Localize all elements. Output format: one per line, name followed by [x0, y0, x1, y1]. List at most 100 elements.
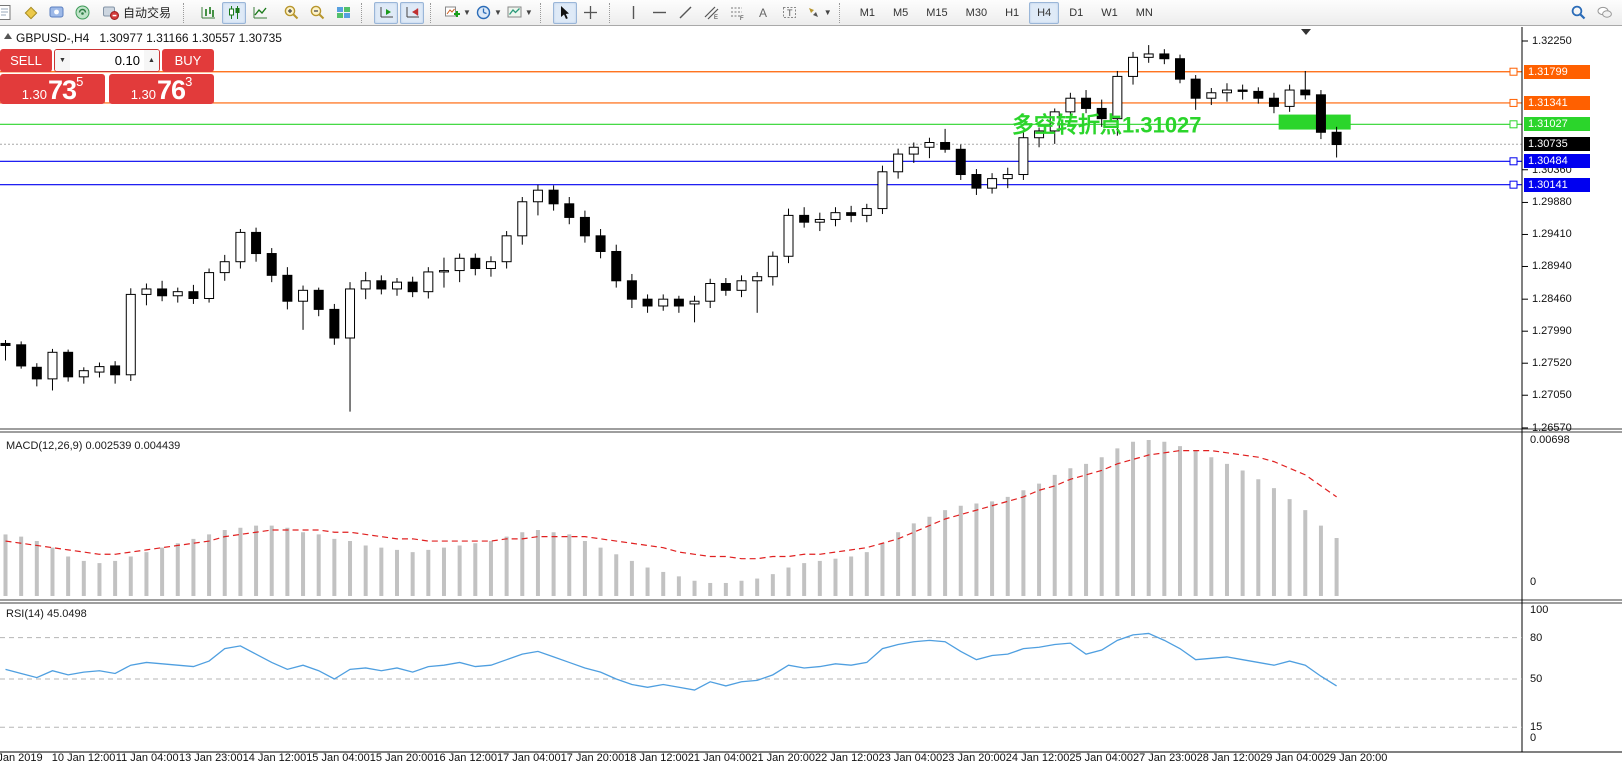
text-label-tool-button[interactable]: T [778, 2, 802, 24]
timeframe-button-M5[interactable]: M5 [892, 6, 909, 19]
sell-button[interactable]: SELL [0, 49, 52, 72]
price-badge-1.31799[interactable]: 1.31799 [1524, 64, 1590, 79]
equidistant-channel-tool-button[interactable]: E [700, 2, 724, 24]
crosshair-tool-button[interactable] [579, 2, 603, 24]
candle-body [282, 274, 293, 302]
candle-body [1300, 89, 1311, 96]
price-tick-label: 1.27050 [1532, 389, 1572, 402]
candle-body [1315, 94, 1326, 133]
chart-ohlc-values: 1.30977 1.31166 1.30557 1.30735 [99, 31, 282, 45]
auto-scroll-button[interactable] [374, 1, 399, 24]
candle-body [485, 261, 496, 270]
price-tick-label: 1.27520 [1532, 357, 1572, 370]
timeframe-button-M15[interactable]: M15 [926, 6, 948, 19]
candle-body [579, 216, 590, 237]
chart-title: GBPUSD-,H4 1.30977 1.31166 1.30557 1.3073… [16, 31, 282, 45]
search-icon[interactable] [1566, 2, 1590, 24]
time-axis-label: 24 Jan 12:00 [1005, 752, 1070, 764]
toolbar-separator [183, 2, 191, 23]
periods-dropdown-arrow[interactable]: ▼ [493, 8, 502, 17]
price-badge-1.31341[interactable]: 1.31341 [1524, 95, 1590, 110]
level-marker-1.31799[interactable] [1509, 67, 1518, 76]
chart-dropdown-marker-icon[interactable] [1301, 29, 1311, 35]
buy-button[interactable]: BUY [162, 49, 214, 72]
timeframe-button-D1[interactable]: D1 [1069, 6, 1084, 19]
templates-dropdown-arrow[interactable]: ▼ [524, 8, 533, 17]
arrows-tool-button[interactable]: ▼ [804, 2, 833, 24]
timeframe-group: M1 M5 M15 M30 H1 H4 D1 W1 MN [851, 1, 1162, 24]
bar-chart-button[interactable] [196, 2, 220, 24]
fibonacci-tool-button[interactable]: F [726, 2, 750, 24]
candle-body [313, 289, 324, 310]
price-badge-1.30141[interactable]: 1.30141 [1524, 177, 1590, 192]
candle-body [251, 231, 262, 255]
chart-symbol-icon [4, 33, 12, 39]
candle-body [1096, 107, 1107, 120]
volume-decrease-button[interactable]: ▼ [55, 50, 70, 71]
time-axis-label: 27 Jan 23:00 [1132, 752, 1197, 764]
candle-body [924, 141, 935, 148]
candlestick-chart-button[interactable] [222, 1, 247, 24]
horizontal-line-tool-button[interactable] [648, 2, 672, 24]
autotrading-button[interactable]: 自动交易 [96, 2, 177, 24]
candle-body [1143, 53, 1154, 58]
price-badge-1.31027[interactable]: 1.31027 [1524, 117, 1590, 132]
price-badge-1.30735[interactable]: 1.30735 [1524, 137, 1590, 152]
zoom-out-button[interactable] [305, 2, 329, 24]
metaeditor-button[interactable] [18, 2, 42, 24]
candle-body [1112, 75, 1123, 120]
candle-body [1081, 97, 1092, 109]
pivot-highlight-box[interactable] [1278, 114, 1351, 130]
templates-button[interactable]: ▼ [505, 2, 534, 24]
sell-price-button[interactable]: 1.30 73 5 [0, 74, 105, 104]
indicators-button[interactable]: ▼ [443, 2, 472, 24]
timeframe-button-M30[interactable]: M30 [965, 6, 988, 19]
candle-body [1128, 56, 1139, 77]
new-order-button[interactable] [0, 2, 16, 24]
candle-body [940, 141, 951, 150]
text-tool-button[interactable]: A [752, 2, 776, 24]
volume-increase-button[interactable]: ▲ [144, 50, 159, 71]
candle-body [470, 257, 481, 270]
level-marker-1.31027[interactable] [1509, 120, 1518, 129]
timeframe-button-H4[interactable]: H4 [1029, 1, 1060, 24]
level-marker-1.30484[interactable] [1509, 157, 1518, 166]
buy-price-button[interactable]: 1.30 76 3 [109, 74, 214, 104]
market-button[interactable] [44, 2, 68, 24]
periods-button[interactable]: ▼ [474, 2, 503, 24]
candle-body [235, 231, 246, 263]
chart-shift-button[interactable] [400, 1, 425, 24]
chat-icon[interactable] [1592, 2, 1616, 24]
arrows-dropdown-arrow[interactable]: ▼ [823, 8, 832, 17]
level-marker-1.30141[interactable] [1509, 180, 1518, 189]
time-axis-label: 25 Jan 04:00 [1069, 752, 1133, 764]
candle-body [1065, 97, 1076, 113]
timeframe-button-MN[interactable]: MN [1135, 6, 1153, 19]
candle-body [767, 255, 778, 278]
candle-body [63, 351, 74, 378]
trendline-tool-button[interactable] [674, 2, 698, 24]
candle-body [799, 214, 810, 223]
level-marker-1.31341[interactable] [1509, 98, 1518, 107]
line-chart-button[interactable] [248, 2, 272, 24]
vertical-line-tool-button[interactable] [622, 2, 646, 24]
time-axis-label: 17 Jan 04:00 [496, 752, 561, 764]
tile-windows-button[interactable] [331, 2, 355, 24]
volume-input[interactable] [70, 50, 144, 71]
timeframe-button-M1[interactable]: M1 [859, 6, 875, 19]
candle-body [1018, 137, 1029, 176]
timeframe-button-W1[interactable]: W1 [1101, 6, 1118, 19]
time-axis-label: 11 Jan 04:00 [115, 752, 179, 764]
macd-scale-zero: 0 [1530, 576, 1537, 588]
price-badge-1.30484[interactable]: 1.30484 [1524, 154, 1590, 169]
timeframe-button-H1[interactable]: H1 [1005, 6, 1020, 19]
candle-body [626, 280, 637, 300]
candle-body [564, 203, 575, 218]
signals-button[interactable] [70, 2, 94, 24]
zoom-in-button[interactable] [279, 2, 303, 24]
candle-body [987, 178, 998, 189]
price-tick-label: 1.26570 [1532, 421, 1572, 434]
indicators-dropdown-arrow[interactable]: ▼ [463, 8, 471, 17]
cursor-tool-button[interactable] [552, 1, 577, 24]
